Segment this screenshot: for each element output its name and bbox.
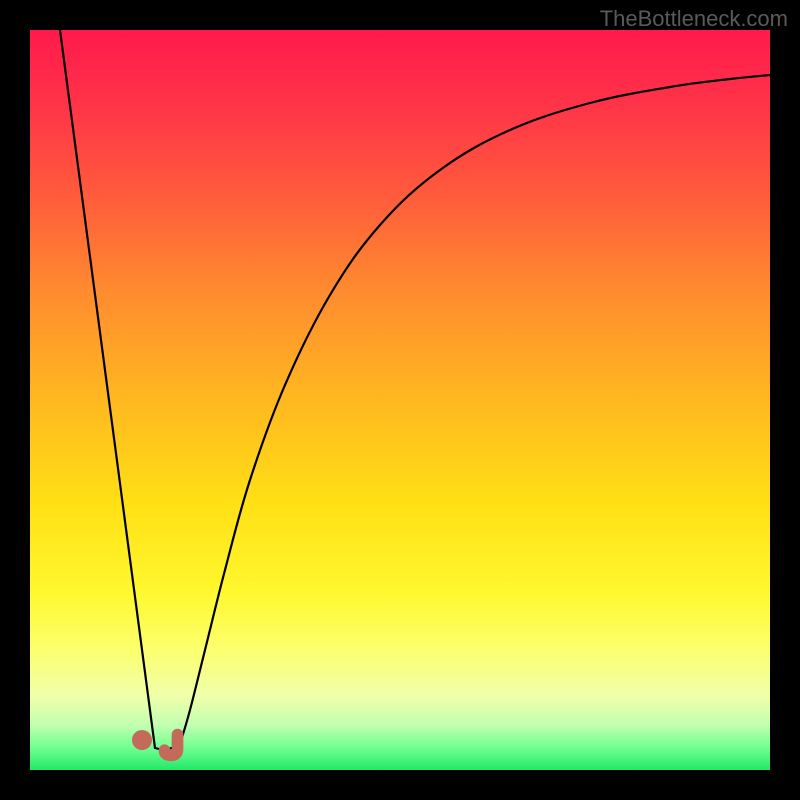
watermark-text: TheBottleneck.com [600,6,788,32]
curve-marker-j [158,728,184,762]
plot-area [30,30,770,770]
curve-marker-dot [132,730,152,750]
bottleneck-curve [30,30,770,770]
chart-container: TheBottleneck.com [0,0,800,800]
